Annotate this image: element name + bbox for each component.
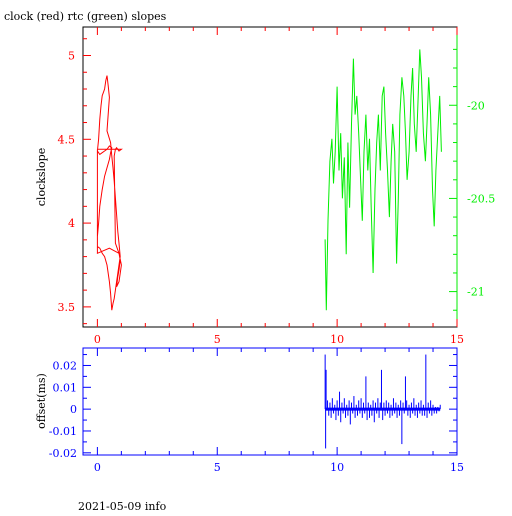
top-y2-tick-label: -20.5 (467, 192, 495, 205)
top-plot-frame (82, 26, 458, 328)
chart-title: clock (red) rtc (green) slopes (4, 10, 167, 23)
bottom-x-tick-label: 0 (94, 461, 101, 474)
top-x-tick-label: 15 (450, 333, 464, 346)
top-x-tick-label: 0 (94, 333, 101, 346)
top-y-tick-label: 4 (68, 217, 75, 230)
footer-label: 2021-05-09 info (78, 500, 167, 512)
bottom-y-tick-label: -0.02 (49, 447, 77, 460)
top-y-axis-label: clockslope (35, 148, 48, 206)
clock-slope-line (96, 75, 123, 311)
top-y-tick-label: 5 (68, 49, 75, 62)
bottom-y-tick-label: 0 (70, 403, 77, 416)
top-y-tick-label: 4.5 (58, 133, 76, 146)
bottom-x-tick-label: 10 (330, 461, 344, 474)
bottom-y-tick-label: 0.02 (53, 359, 78, 372)
bottom-y-tick-label: 0.01 (53, 381, 78, 394)
top-y2-tick-label: -20 (467, 99, 485, 112)
top-y2-tick-label: -21 (467, 286, 485, 299)
bottom-y-tick-label: -0.01 (49, 425, 77, 438)
bottom-ticks: 0 5 10 15 0.02 0.01 0 -0.01 -0.02 (49, 348, 464, 474)
bottom-y-axis-label: offset(ms) (35, 373, 48, 429)
bottom-x-tick-label: 15 (450, 461, 464, 474)
bottom-x-tick-label: 5 (214, 461, 221, 474)
top-y-tick-label: 3.5 (58, 301, 76, 314)
top-series (96, 49, 442, 311)
bottom-plot-frame (82, 347, 458, 456)
bottom-series (324, 354, 441, 449)
top-x-tick-label: 5 (214, 333, 221, 346)
rtc-slope-line (324, 49, 442, 311)
top-x-tick-label: 10 (330, 333, 344, 346)
top-ticks: 0 5 10 15 3.5 4 4.5 5 -20 -20.5 -21 (58, 27, 495, 346)
